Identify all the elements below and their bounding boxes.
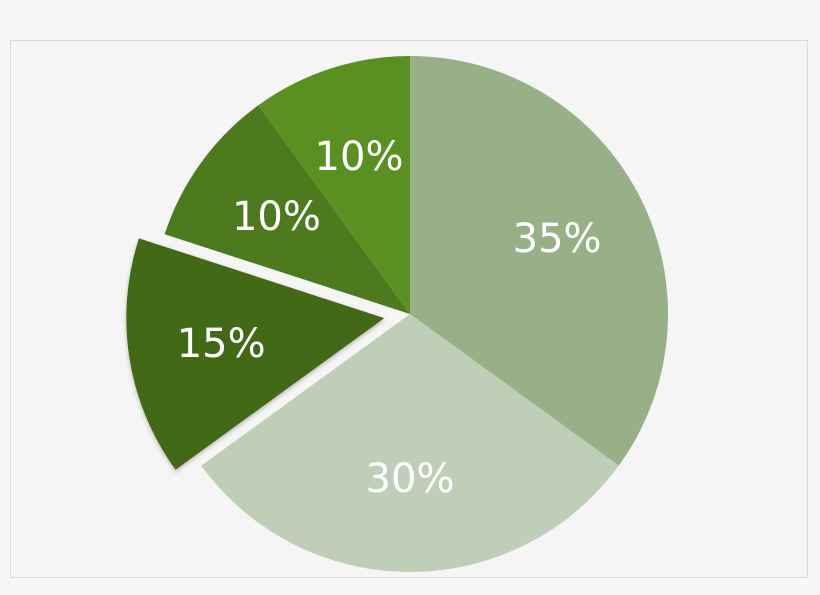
pie-slice-1 <box>410 56 669 466</box>
pie-slice-3 <box>126 238 385 470</box>
slice-label-1: 35% <box>513 216 602 262</box>
pie-slices <box>126 56 669 573</box>
slice-label-4: 10% <box>232 194 321 240</box>
slice-label-2: 30% <box>366 456 455 502</box>
pie-slice-4 <box>164 105 410 315</box>
pie-slice-2 <box>201 314 619 573</box>
pie-labels: 35% 30% 15% 10% 10% <box>177 134 602 502</box>
pie-slice-5 <box>258 56 410 314</box>
slice-label-5: 10% <box>315 134 404 180</box>
slice-label-3: 15% <box>177 321 266 367</box>
